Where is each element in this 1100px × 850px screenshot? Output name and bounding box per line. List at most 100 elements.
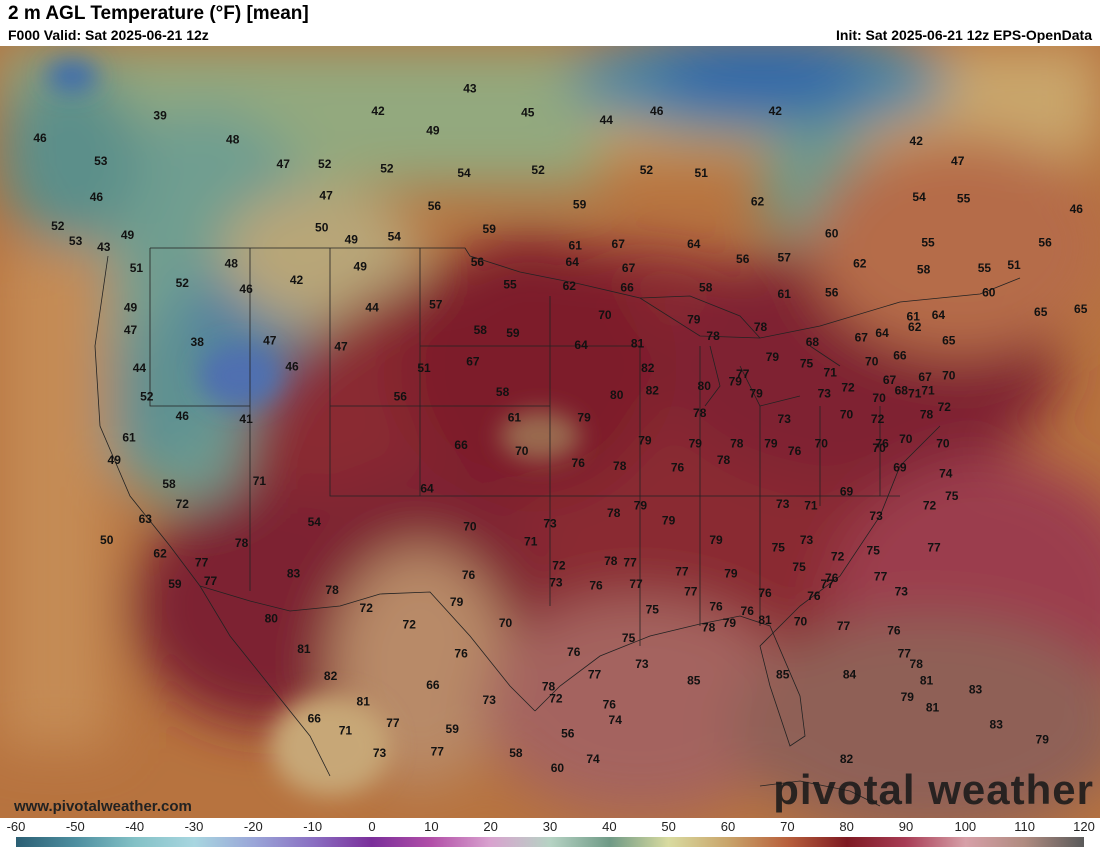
temperature-label: 75 bbox=[772, 541, 786, 555]
temperature-label: 77 bbox=[821, 577, 835, 591]
temperature-label: 38 bbox=[191, 335, 205, 349]
temperature-label: 77 bbox=[588, 668, 602, 682]
temperature-label: 49 bbox=[354, 260, 368, 274]
temperature-label: 61 bbox=[122, 430, 136, 444]
temperature-label: 57 bbox=[778, 251, 792, 265]
temperature-label: 72 bbox=[549, 692, 563, 706]
temperature-label: 62 bbox=[153, 547, 167, 561]
temperature-label: 70 bbox=[840, 408, 854, 422]
temperature-label: 74 bbox=[586, 752, 600, 766]
temperature-label: 55 bbox=[957, 192, 971, 206]
temperature-label: 77 bbox=[736, 367, 750, 381]
temperature-label: 53 bbox=[94, 154, 108, 168]
temperature-label: 57 bbox=[429, 297, 443, 311]
temperature-label: 53 bbox=[69, 234, 83, 248]
temperature-label: 77 bbox=[629, 577, 643, 591]
temperature-label: 78 bbox=[730, 436, 744, 450]
temperature-label: 73 bbox=[543, 516, 557, 530]
temperature-label: 56 bbox=[736, 252, 750, 266]
temperature-label: 83 bbox=[287, 566, 301, 580]
temperature-label: 65 bbox=[1074, 302, 1088, 316]
valid-time-label: F000 Valid: Sat 2025-06-21 12z bbox=[8, 27, 209, 43]
temperature-label: 85 bbox=[687, 674, 701, 688]
color-scale-tick: 70 bbox=[780, 819, 795, 834]
temperature-label: 49 bbox=[108, 453, 122, 467]
great-lakes bbox=[639, 295, 841, 407]
init-time-label: Init: Sat 2025-06-21 12z EPS-OpenData bbox=[836, 27, 1092, 43]
state-lines bbox=[149, 248, 900, 646]
temperature-label: 62 bbox=[908, 320, 922, 334]
temperature-label: 74 bbox=[609, 713, 623, 727]
temperature-label: 46 bbox=[285, 359, 299, 373]
temperature-label: 50 bbox=[100, 533, 114, 547]
temperature-label: 73 bbox=[800, 533, 814, 547]
temperature-label: 56 bbox=[471, 255, 485, 269]
temperature-label: 41 bbox=[239, 412, 253, 426]
temperature-label: 66 bbox=[426, 678, 440, 692]
cuba bbox=[759, 780, 881, 807]
temperature-label: 79 bbox=[729, 374, 743, 388]
temperature-label: 78 bbox=[702, 621, 716, 635]
temperature-label: 67 bbox=[622, 261, 636, 275]
temperature-label: 77 bbox=[684, 584, 698, 598]
temperature-label: 44 bbox=[133, 361, 147, 375]
color-scale-tick: 120 bbox=[1073, 819, 1095, 834]
temperature-label: 54 bbox=[388, 229, 402, 243]
temperature-label: 78 bbox=[235, 536, 249, 550]
temperature-label: 54 bbox=[912, 190, 926, 204]
temperature-label: 79 bbox=[749, 387, 763, 401]
temperature-label: 66 bbox=[308, 711, 322, 725]
temperature-label: 73 bbox=[818, 387, 832, 401]
color-scale-tick: -10 bbox=[303, 819, 323, 834]
color-scale: -60 -50 -40 -30 -20 -10 0 10 20 30 40 50 60 70 80 90 100… bbox=[0, 818, 1100, 850]
temperature-label: 56 bbox=[1038, 235, 1052, 249]
color-scale-tick: 30 bbox=[542, 819, 558, 834]
temperature-label: 64 bbox=[574, 338, 588, 352]
temperature-label: 43 bbox=[463, 81, 477, 95]
temperature-label: 79 bbox=[764, 436, 778, 450]
temperature-label: 79 bbox=[450, 595, 464, 609]
temperature-label: 47 bbox=[334, 340, 348, 354]
color-scale-tick: 0 bbox=[368, 819, 376, 834]
temperature-label: 44 bbox=[600, 113, 614, 127]
temperature-label: 70 bbox=[794, 615, 808, 629]
temperature-label: 77 bbox=[874, 569, 888, 583]
temperature-label: 69 bbox=[893, 461, 907, 475]
temperature-label: 79 bbox=[1036, 732, 1050, 746]
temperature-label: 48 bbox=[226, 133, 240, 147]
temperature-label: 79 bbox=[634, 498, 648, 512]
temperature-label: 76 bbox=[454, 646, 468, 660]
temperature-label: 47 bbox=[124, 323, 138, 337]
temperature-label: 75 bbox=[945, 489, 959, 503]
temperature-label: 49 bbox=[121, 228, 135, 242]
temperature-label: 78 bbox=[754, 320, 768, 334]
temperature-label: 70 bbox=[942, 368, 956, 382]
temperature-label: 72 bbox=[176, 497, 190, 511]
temperature-label: 46 bbox=[33, 131, 47, 145]
temperature-label: 69 bbox=[840, 485, 854, 499]
temperature-label: 47 bbox=[951, 154, 965, 168]
temperature-label: 77 bbox=[898, 646, 912, 660]
temperature-label: 59 bbox=[506, 326, 520, 340]
temperature-label: 42 bbox=[910, 134, 924, 148]
temperature-label: 76 bbox=[589, 578, 603, 592]
temperature-label: 81 bbox=[357, 695, 371, 709]
canada-us-border bbox=[150, 247, 1021, 339]
temperature-label: 55 bbox=[503, 278, 517, 292]
temperature-label: 42 bbox=[371, 104, 385, 118]
color-scale-bar bbox=[16, 837, 1084, 847]
temperature-label: 71 bbox=[908, 387, 922, 401]
temperature-label: 75 bbox=[622, 631, 636, 645]
temperature-label: 81 bbox=[297, 642, 311, 656]
temperature-label: 76 bbox=[788, 444, 802, 458]
temperature-label: 76 bbox=[875, 436, 889, 450]
temperature-label: 78 bbox=[717, 453, 731, 467]
temperature-label: 76 bbox=[671, 461, 685, 475]
color-scale-tick: 100 bbox=[954, 819, 977, 834]
map-header: 2 m AGL Temperature (°F) [mean] F000 Val… bbox=[0, 0, 1100, 46]
temperature-label: 42 bbox=[290, 273, 304, 287]
temperature-label: 71 bbox=[524, 535, 538, 549]
temperature-label: 79 bbox=[689, 436, 703, 450]
temperature-label: 72 bbox=[831, 550, 845, 564]
temperature-label: 71 bbox=[804, 498, 818, 512]
